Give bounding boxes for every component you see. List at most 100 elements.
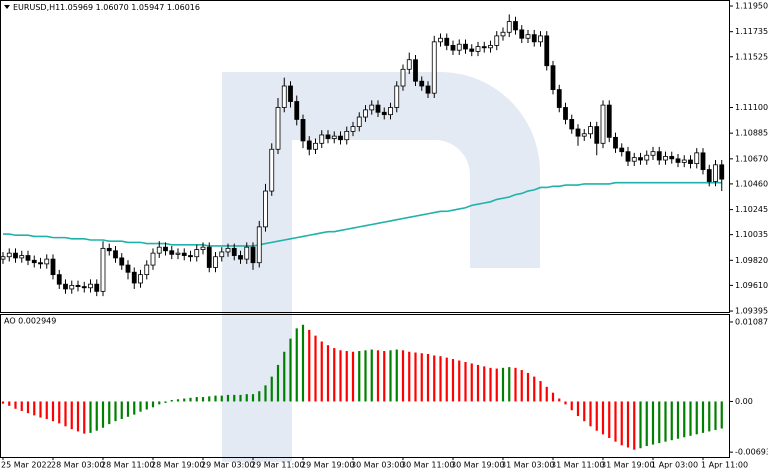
candle-body	[106, 247, 112, 252]
candle-body	[163, 246, 168, 252]
candle-body	[6, 252, 12, 258]
candle-body	[700, 152, 706, 170]
candle-body	[313, 142, 318, 150]
dropdown-icon[interactable]	[4, 5, 10, 9]
candle-body	[113, 250, 118, 259]
candle-body	[325, 134, 331, 139]
candle-body	[156, 246, 162, 254]
candle-body	[594, 126, 600, 144]
indicator-title: AO 0.002949	[4, 317, 56, 326]
watermark-stem	[222, 72, 292, 462]
candle-body	[169, 250, 175, 255]
candle-body	[369, 104, 375, 111]
candle-body	[444, 37, 450, 46]
candle-body	[388, 107, 393, 116]
candle-body	[38, 262, 43, 265]
candle-body	[650, 151, 656, 156]
candle-body	[188, 255, 193, 258]
y-tick-label: 1.10885	[735, 129, 768, 138]
candle-body	[44, 258, 50, 265]
moving-average	[3, 181, 722, 247]
candle-body	[275, 107, 281, 150]
candle-body	[294, 101, 300, 120]
candle-body	[625, 151, 631, 162]
y-tick-label: 1.11735	[735, 27, 768, 36]
candle-body	[288, 85, 293, 102]
candle-body	[600, 104, 606, 144]
candle-body	[0, 256, 6, 260]
candle-body	[638, 157, 643, 161]
candle-body	[131, 271, 137, 284]
candle-body	[31, 259, 37, 264]
candle-body	[538, 35, 543, 43]
candle-body	[344, 130, 350, 141]
candle-body	[494, 35, 500, 46]
x-tick-label: 31 Mar 19:00	[601, 461, 654, 470]
candle-body	[513, 21, 518, 31]
candle-body	[150, 252, 156, 266]
candle-body	[663, 156, 668, 161]
y-tick-label: 0.010877	[735, 317, 768, 326]
candle-body	[550, 65, 556, 90]
y-tick-label: 1.10670	[735, 154, 768, 163]
candle-body	[481, 46, 487, 49]
candle-body	[206, 246, 212, 268]
x-tick-label: 28 Mar 11:00	[101, 461, 154, 470]
x-tick-label: 30 Mar 19:00	[451, 461, 504, 470]
candle-body	[588, 126, 593, 135]
candle-body	[400, 68, 406, 87]
candle-body	[675, 158, 681, 163]
candle-body	[225, 247, 231, 253]
candle-body	[563, 107, 568, 120]
x-tick-label: 31 Mar 03:00	[501, 461, 554, 470]
candle-body	[181, 252, 187, 256]
candle-body	[75, 284, 81, 287]
candle-body	[219, 251, 225, 258]
candle-body	[363, 109, 368, 118]
candle-body	[281, 85, 287, 108]
candle-body	[19, 255, 25, 259]
candle-body	[94, 283, 100, 292]
y-tick-label: 1.09610	[735, 281, 768, 290]
x-tick-label: 1 Apr 03:00	[651, 461, 698, 470]
candle-body	[100, 247, 106, 292]
candle-body	[431, 41, 437, 94]
candle-body	[319, 134, 325, 144]
main-panel-frame	[0, 0, 730, 313]
candle-body	[450, 45, 456, 51]
candle-body	[175, 252, 181, 255]
candle-body	[13, 252, 18, 259]
candle-body	[475, 46, 481, 52]
y-tick-label: 1.11525	[735, 52, 768, 61]
symbol-label: EURUSD,H1	[13, 3, 60, 12]
y-tick-label: -0.006937	[735, 448, 768, 457]
candle-body	[681, 159, 687, 163]
x-tick-label: 28 Mar 19:00	[151, 461, 204, 470]
candle-body	[556, 89, 562, 108]
candle-body	[438, 37, 443, 43]
indicator-panel-frame	[0, 314, 730, 458]
y-tick-label: 1.11100	[735, 103, 768, 112]
x-tick-label: 29 Mar 11:00	[251, 461, 304, 470]
candle-body	[81, 286, 87, 289]
x-tick-label: 29 Mar 03:00	[201, 461, 254, 470]
x-tick-label: 30 Mar 11:00	[401, 461, 454, 470]
candle-body	[331, 135, 337, 139]
candle-body	[138, 274, 143, 284]
y-tick-label: 1.10245	[735, 205, 768, 214]
candle-body	[356, 116, 362, 127]
x-tick-label: 25 Mar 2022	[1, 461, 52, 470]
candle-body	[350, 126, 356, 132]
candle-body	[456, 43, 462, 51]
candle-body	[613, 136, 618, 149]
y-tick-label: 1.10460	[735, 179, 768, 188]
candle-body	[300, 119, 306, 142]
candle-body	[544, 35, 550, 67]
y-tick-label: 1.09395	[735, 307, 768, 316]
candle-body	[375, 104, 381, 113]
candle-body	[25, 255, 31, 261]
candle-body	[413, 59, 418, 82]
candle-body	[394, 85, 400, 108]
